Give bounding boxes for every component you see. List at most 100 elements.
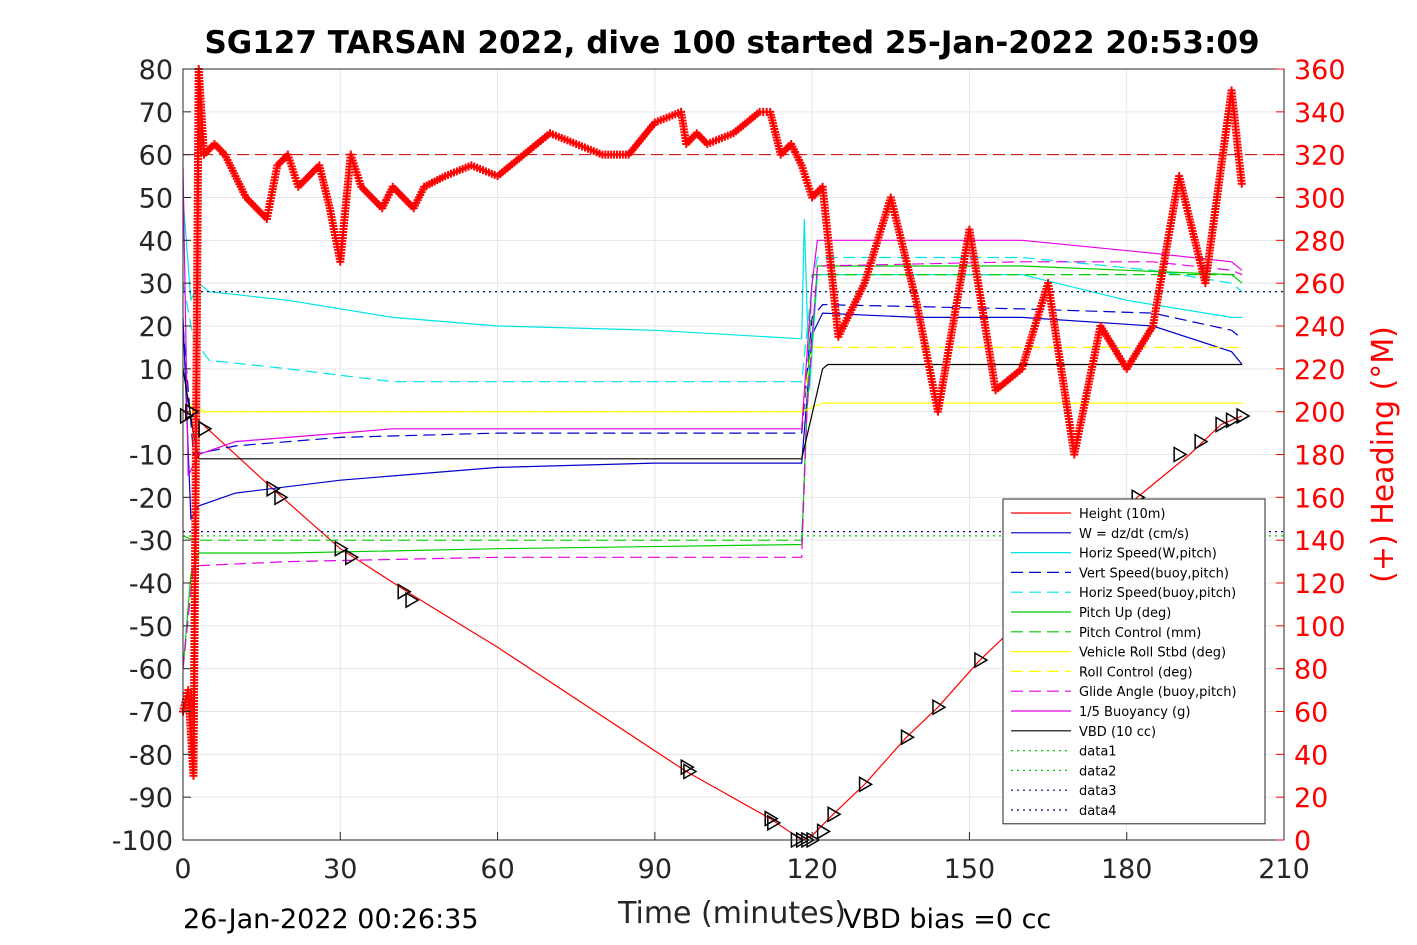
legend-label: data3: [1079, 784, 1117, 799]
y-right-tick-label: 220: [1294, 355, 1346, 386]
triangle-marker: [334, 540, 349, 558]
legend-label: Pitch Control (mm): [1079, 626, 1201, 641]
series-line-3: [182, 303, 1243, 456]
legend-label: Vehicle Roll Stbd (deg): [1079, 646, 1226, 661]
triangle-marker: [680, 758, 695, 776]
triangle-marker: [397, 583, 412, 600]
y-tick-label: 60: [139, 141, 173, 172]
triangle-marker: [900, 728, 916, 746]
triangle-marker: [274, 489, 289, 506]
series-line-7: [182, 402, 1243, 413]
y-right-tick-label: 260: [1294, 269, 1346, 300]
legend-label: W = dz/dt (cm/s): [1079, 527, 1189, 542]
triangle-marker: [816, 823, 832, 840]
legend-label: 1/5 Buoyancy (g): [1079, 705, 1190, 720]
legend-label: Horiz Speed(buoy,pitch): [1079, 586, 1236, 601]
y-right-tick-label: 200: [1294, 398, 1346, 429]
x-tick-label: 210: [1258, 854, 1310, 885]
triangle-marker: [405, 591, 420, 609]
y-right-tick-label: 160: [1294, 483, 1346, 514]
triangle-marker: [974, 651, 989, 669]
y-right-tick-label: 100: [1294, 612, 1346, 643]
y-tick-label: -70: [129, 698, 173, 729]
y-right-tick-label: 140: [1294, 526, 1346, 557]
triangle-marker: [345, 548, 360, 566]
triangle-marker: [827, 805, 842, 823]
y-right-tick-label: 180: [1294, 441, 1346, 472]
y-right-tick-label: 60: [1294, 698, 1328, 729]
triangle-marker: [932, 698, 947, 716]
legend-label: Roll Control (deg): [1079, 665, 1193, 680]
y-tick-label: -60: [129, 655, 173, 686]
y-right-axis-label: (+) Heading (°M): [1366, 326, 1401, 583]
chart-title: SG127 TARSAN 2022, dive 100 started 25-J…: [204, 25, 1259, 61]
series-line-10: [182, 167, 1243, 477]
series-line-11: [182, 363, 1243, 460]
triangle-marker: [1236, 407, 1251, 425]
y-right-tick-label: 280: [1294, 226, 1346, 257]
y-right-axis-ticks: 360 340 320 300 280 260 240 220 200 180 160 140 120 1…: [1276, 55, 1346, 857]
y-tick-label: 40: [139, 226, 173, 257]
series-line-8: [183, 346, 1243, 413]
y-right-tick-label: 300: [1294, 184, 1346, 215]
triangle-marker: [198, 420, 213, 438]
y-tick-label: -80: [129, 740, 173, 771]
legend-label: Pitch Up (deg): [1079, 606, 1171, 621]
y-right-tick-label: 0: [1294, 826, 1311, 857]
y-tick-label: -50: [129, 612, 173, 643]
y-tick-label: -40: [129, 569, 173, 600]
footer-timestamp: 26-Jan-2022 00:26:35: [183, 904, 479, 935]
legend-label: data2: [1079, 764, 1117, 779]
y-tick-label: 20: [139, 312, 173, 343]
triangle-marker: [683, 763, 698, 780]
legend-label: VBD (10 cc): [1079, 725, 1156, 740]
y-right-tick-label: 40: [1294, 740, 1328, 771]
y-tick-label: 0: [156, 398, 173, 429]
footer-vbd-bias: VBD bias =0 cc: [843, 904, 1051, 935]
heading-marker: [1237, 179, 1246, 188]
y-tick-label: 70: [139, 98, 173, 129]
x-tick-label: 120: [786, 854, 838, 885]
y-tick-label: -90: [129, 783, 173, 814]
y-right-tick-label: 320: [1294, 141, 1346, 172]
y-tick-label: -100: [112, 826, 173, 857]
heading-markers: [179, 65, 1246, 780]
y-tick-label: 80: [139, 55, 173, 86]
legend-label: Vert Speed(buoy,pitch): [1079, 566, 1229, 581]
x-tick-label: 60: [480, 854, 514, 885]
x-tick-label: 150: [944, 854, 996, 885]
x-axis-ticks: 0 30 60 90 120 150 180 210: [174, 832, 1310, 885]
y-right-tick-label: 240: [1294, 312, 1346, 343]
y-right-tick-label: 80: [1294, 655, 1328, 686]
y-tick-label: 30: [139, 269, 173, 300]
triangle-marker: [1215, 416, 1230, 433]
triangle-marker: [1173, 446, 1188, 463]
legend-label: data1: [1079, 745, 1117, 760]
legend-label: Horiz Speed(W,pitch): [1079, 547, 1217, 562]
x-tick-label: 30: [323, 854, 357, 885]
y-tick-label: -10: [129, 441, 173, 472]
series-line-9: [182, 261, 1243, 669]
triangle-marker: [767, 814, 782, 832]
series-line-1: [182, 312, 1243, 521]
triangle-marker: [858, 776, 874, 793]
y-tick-label: -20: [129, 483, 173, 514]
x-tick-label: 180: [1101, 854, 1153, 885]
legend-label: Glide Angle (buoy,pitch): [1079, 685, 1237, 700]
y-tick-label: 50: [139, 184, 173, 215]
series-line-2: [182, 197, 1243, 391]
y-tick-label: 10: [139, 355, 173, 386]
triangle-marker: [266, 480, 281, 498]
triangle-marker: [179, 407, 195, 425]
legend-label: Height (10m): [1079, 507, 1165, 522]
y-right-tick-label: 120: [1294, 569, 1346, 600]
y-right-tick-label: 360: [1294, 55, 1346, 86]
y-tick-label: -30: [129, 526, 173, 557]
x-tick-label: 90: [638, 854, 672, 885]
y-right-tick-label: 340: [1294, 98, 1346, 129]
series-line-4: [182, 256, 1243, 383]
triangle-marker: [1194, 433, 1209, 450]
y-axis-ticks: 80 70 60 50 40 30 20 10 0 -10 -20 -30 -40 -50 -60 -70 -8…: [112, 55, 191, 857]
x-axis-label: Time (minutes): [617, 896, 846, 931]
